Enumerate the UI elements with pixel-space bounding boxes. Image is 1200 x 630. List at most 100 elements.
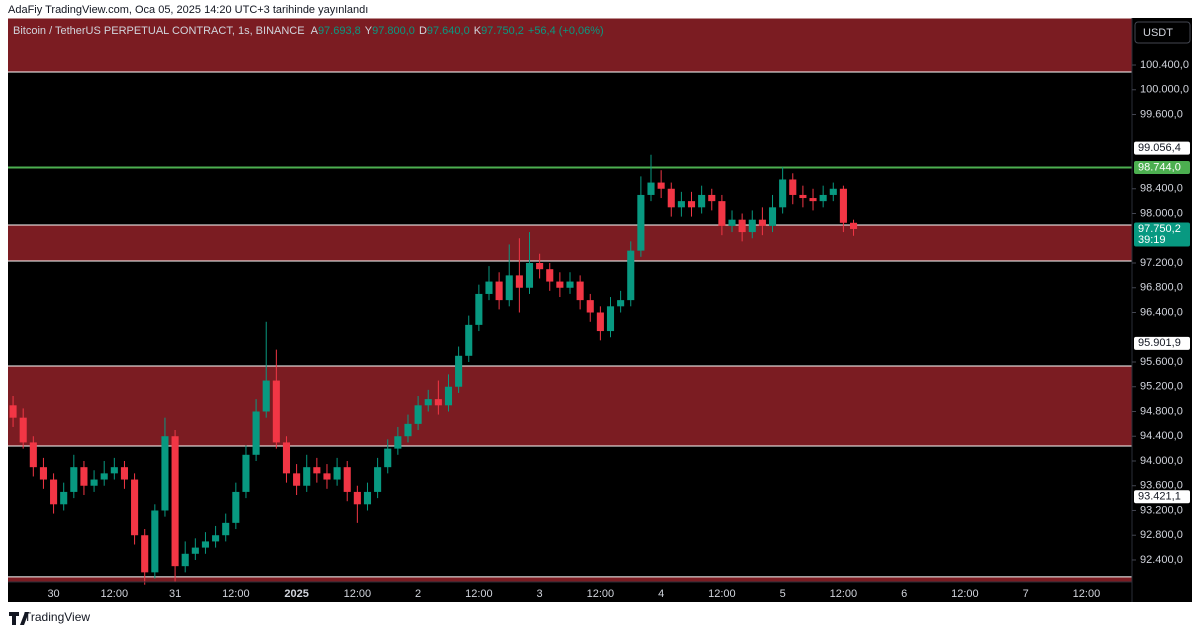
candle-body — [212, 535, 220, 542]
y-tick-label: 98.000,0 — [1140, 207, 1183, 219]
x-tick-label: 2025 — [284, 588, 308, 600]
y-tick-label: 95.200,0 — [1140, 381, 1183, 393]
candle-body — [485, 281, 493, 294]
candle-body — [748, 219, 756, 233]
candle-body — [667, 188, 675, 208]
candle-body — [151, 510, 159, 573]
candle-body — [829, 188, 837, 195]
candle-body — [161, 436, 169, 511]
candle-body — [222, 522, 230, 536]
candle-body — [252, 411, 260, 455]
candle-body — [70, 467, 78, 492]
x-tick-label: 30 — [47, 588, 59, 600]
y-tick-label: 94.400,0 — [1140, 430, 1183, 442]
candle-body — [849, 222, 858, 229]
candle-body — [120, 467, 128, 480]
candle-body — [698, 194, 706, 208]
candle-body — [90, 479, 98, 486]
candle-body — [201, 541, 210, 548]
candle-body — [232, 491, 240, 523]
legend-title: Bitcoin / TetherUS PERPETUAL CONTRACT, 1… — [13, 25, 305, 37]
candle-body — [677, 201, 685, 208]
price-label: 95.901,9 — [1138, 337, 1181, 349]
candle-body — [353, 491, 361, 505]
legend-key: K — [474, 25, 482, 37]
x-tick-label: 12:00 — [222, 588, 250, 600]
currency-box[interactable] — [1134, 21, 1191, 44]
candle-body — [404, 423, 412, 437]
candle-body — [141, 535, 149, 573]
candle-body — [293, 473, 301, 486]
candle-body — [627, 250, 635, 301]
candle-body — [455, 355, 463, 387]
legend-key: A — [311, 25, 319, 37]
legend-key: Y — [365, 25, 373, 37]
zone — [8, 576, 1132, 582]
x-tick-label: 3 — [537, 588, 543, 600]
candle-body — [789, 179, 797, 195]
candle-body — [465, 324, 473, 356]
candle-body — [687, 201, 696, 208]
legend-value: 97.750,2 — [481, 25, 524, 37]
price-label: 97.750,2 — [1138, 223, 1181, 235]
candle-body — [131, 479, 139, 536]
candle-body — [505, 275, 513, 301]
price-label-box — [1134, 141, 1190, 155]
candle-body — [414, 405, 422, 424]
candle-body — [384, 448, 392, 468]
legend-value: 97.640,0 — [427, 25, 470, 37]
price-label-box — [1134, 336, 1190, 350]
candle-body — [738, 219, 746, 233]
x-tick-label: 6 — [901, 588, 907, 600]
candle-body — [60, 491, 68, 505]
candle-body — [779, 179, 787, 208]
candle-body — [50, 479, 58, 505]
candle-body — [728, 219, 736, 226]
candle-body — [444, 386, 453, 406]
y-tick-label: 92.800,0 — [1140, 529, 1183, 541]
candle-body — [799, 194, 807, 199]
candle-body — [100, 473, 108, 480]
candle-body — [606, 306, 615, 332]
candle-body — [434, 399, 442, 406]
candle-body — [708, 194, 716, 202]
candle-body — [495, 281, 503, 301]
y-tick-label: 96.800,0 — [1140, 282, 1183, 294]
y-tick-label: 92.400,0 — [1140, 554, 1183, 566]
x-tick-label: 12:00 — [1073, 588, 1101, 600]
price-label-box — [1134, 222, 1190, 247]
candle-body — [617, 300, 625, 307]
candle-body — [262, 380, 270, 412]
x-tick-label: 12:00 — [101, 588, 129, 600]
price-label: 99.056,4 — [1138, 142, 1181, 154]
candle-body — [586, 300, 594, 313]
currency[interactable]: USDT — [1143, 27, 1173, 39]
logo-icon — [9, 612, 29, 625]
x-tick-label: 12:00 — [344, 588, 372, 600]
candle-body — [647, 182, 655, 195]
candle-body — [29, 442, 37, 468]
price-label-box — [1134, 160, 1190, 174]
candle-body — [394, 436, 402, 449]
y-tick-label: 99.600,0 — [1140, 108, 1183, 120]
zone — [8, 18, 1132, 73]
x-tick-label: 12:00 — [587, 588, 615, 600]
candle-body — [282, 442, 291, 474]
candle-body — [758, 219, 766, 226]
legend-value: 97.693,8 — [318, 25, 361, 37]
published-line: AdaFiy TradingView.com, Oca 05, 2025 14:… — [8, 4, 368, 16]
candle-body — [343, 467, 351, 492]
legend: Bitcoin / TetherUS PERPETUAL CONTRACT, 1… — [13, 25, 604, 37]
y-tick-label: 96.400,0 — [1140, 306, 1183, 318]
candle-body — [718, 201, 726, 226]
zone — [8, 366, 1132, 447]
candle-body — [191, 547, 199, 554]
candle-body — [333, 467, 341, 480]
y-tick-label: 93.200,0 — [1140, 504, 1183, 516]
x-tick-label: 12:00 — [465, 588, 493, 600]
candle-body — [566, 281, 574, 288]
x-tick-label: 12:00 — [830, 588, 858, 600]
candle-body — [839, 188, 847, 223]
legend-key: D — [419, 25, 427, 37]
